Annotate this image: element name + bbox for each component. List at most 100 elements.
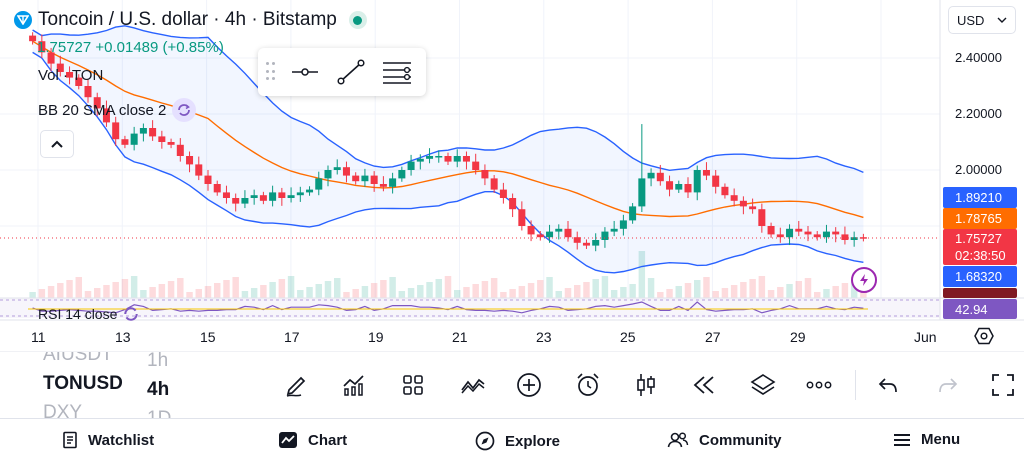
- nav-watchlist[interactable]: Watchlist: [62, 431, 154, 449]
- volume-bar: [361, 286, 369, 298]
- symbol-title[interactable]: Toncoin / U.S. dollar · 4h · Bitstamp: [38, 9, 367, 31]
- nav-explore[interactable]: Explore: [475, 431, 560, 451]
- rsi-pane: [0, 298, 940, 318]
- bollinger-legend-label[interactable]: BB 20 SMA close 2: [38, 101, 167, 119]
- fullscreen-button[interactable]: [984, 366, 1022, 404]
- volume-bar: [620, 287, 627, 298]
- symbol-title-text[interactable]: Toncoin / U.S. dollar · 4h · Bitstamp: [38, 9, 337, 30]
- candle-body: [407, 161, 415, 170]
- symbol-interval-picker[interactable]: AIUSDT 1h TONUSD 4h DXY 1D: [0, 352, 240, 418]
- volume-bar: [75, 277, 82, 298]
- volume-bar: [177, 278, 184, 298]
- replay-button[interactable]: [685, 366, 723, 404]
- bollinger-lower-line: [32, 51, 864, 274]
- candle-body: [195, 164, 203, 176]
- volume-bar: [638, 251, 646, 298]
- candle-body: [795, 228, 803, 232]
- candle-body: [813, 234, 821, 238]
- time-axis-tick: 25: [620, 329, 636, 345]
- nav-explore-label: Explore: [505, 432, 561, 450]
- volume-bar: [574, 285, 581, 298]
- candle-body: [213, 184, 221, 193]
- undo-button[interactable]: [869, 366, 907, 404]
- symbol-option[interactable]: DXY 1D: [43, 402, 171, 418]
- candle-body: [453, 156, 461, 162]
- volume-bar: [518, 286, 526, 298]
- symbol-option[interactable]: AIUSDT 1h: [43, 352, 168, 372]
- price-chart[interactable]: [0, 0, 1024, 352]
- more-button[interactable]: [800, 366, 838, 404]
- currency-select[interactable]: USD: [948, 6, 1016, 34]
- chart-area[interactable]: Toncoin / U.S. dollar · 4h · Bitstamp 1.…: [0, 0, 1024, 352]
- volume-bar: [527, 283, 535, 298]
- add-icon: [517, 373, 541, 397]
- candle-body: [749, 206, 757, 210]
- volume-bar: [269, 282, 276, 298]
- volume-bar: [112, 282, 119, 298]
- compass-icon: [475, 431, 495, 451]
- candle-body: [518, 209, 526, 226]
- candle-body: [804, 231, 812, 235]
- alert-button[interactable]: [569, 366, 607, 404]
- more-drawing-tools[interactable]: [378, 54, 416, 90]
- volume-bar: [777, 287, 784, 298]
- add-button[interactable]: [510, 366, 548, 404]
- layout-button[interactable]: [394, 366, 432, 404]
- symbol-option-selected[interactable]: TONUSD 4h: [43, 373, 169, 401]
- bb-basis-tag: 1.78765: [943, 208, 1017, 229]
- candle-body: [370, 175, 378, 184]
- trend-line-tool[interactable]: [332, 54, 370, 90]
- rsi-legend-label[interactable]: RSI 14 close: [38, 306, 118, 322]
- rsi-legend[interactable]: RSI 14 close: [38, 306, 139, 322]
- volume-bar: [666, 289, 673, 298]
- candle-body: [499, 189, 507, 198]
- volume-bar: [814, 292, 821, 298]
- candle-body: [859, 237, 867, 239]
- time-axis-tick: 15: [200, 329, 216, 345]
- compare-button[interactable]: [454, 366, 492, 404]
- bollinger-legend[interactable]: BB 20 SMA close 2: [38, 98, 197, 122]
- volume-bar: [610, 290, 618, 298]
- redo-button[interactable]: [929, 366, 967, 404]
- candle-body: [619, 220, 627, 229]
- candle-body: [758, 209, 766, 226]
- volume-bar: [297, 290, 304, 298]
- horizontal-ray-tool[interactable]: [286, 54, 324, 90]
- layers-icon: [750, 374, 776, 395]
- volume-bar: [250, 288, 258, 298]
- nav-community[interactable]: Community: [667, 431, 782, 449]
- volume-bar: [167, 281, 175, 298]
- volume-legend[interactable]: Vol · TON: [38, 67, 104, 84]
- candle-body: [361, 175, 369, 182]
- more-icon: [806, 381, 832, 389]
- candle-body: [296, 192, 304, 196]
- volume-bar: [38, 289, 46, 298]
- volume-bar: [481, 281, 489, 298]
- volume-bar: [804, 278, 812, 298]
- volume-bar: [315, 284, 322, 298]
- redo-icon: [939, 378, 958, 393]
- chevron-down-icon: [997, 17, 1007, 23]
- chart-type-button[interactable]: [627, 366, 665, 404]
- drawing-toolbar[interactable]: [258, 48, 426, 96]
- nav-chart[interactable]: Chart: [278, 431, 347, 449]
- candle-body: [139, 128, 147, 134]
- volume-bar: [380, 280, 387, 298]
- drag-handle-icon[interactable]: [264, 62, 278, 82]
- draw-button[interactable]: [278, 366, 316, 404]
- candle-body: [638, 178, 646, 207]
- volume-bar: [343, 292, 350, 298]
- indicators-button[interactable]: [335, 366, 373, 404]
- candle-body: [306, 189, 314, 193]
- layers-button[interactable]: [744, 366, 782, 404]
- hexagon-settings-icon: [974, 327, 994, 345]
- lightning-button[interactable]: [851, 267, 877, 293]
- chart-settings-button[interactable]: [972, 326, 996, 346]
- candle-body: [315, 178, 323, 190]
- volume-bar: [657, 292, 664, 298]
- price-axis-tick: 2.00000: [955, 162, 1002, 177]
- symbol-name: TONUSD: [43, 373, 123, 394]
- volume-bar: [555, 291, 562, 298]
- nav-menu[interactable]: Menu: [893, 431, 960, 448]
- collapse-legend-button[interactable]: [40, 130, 74, 158]
